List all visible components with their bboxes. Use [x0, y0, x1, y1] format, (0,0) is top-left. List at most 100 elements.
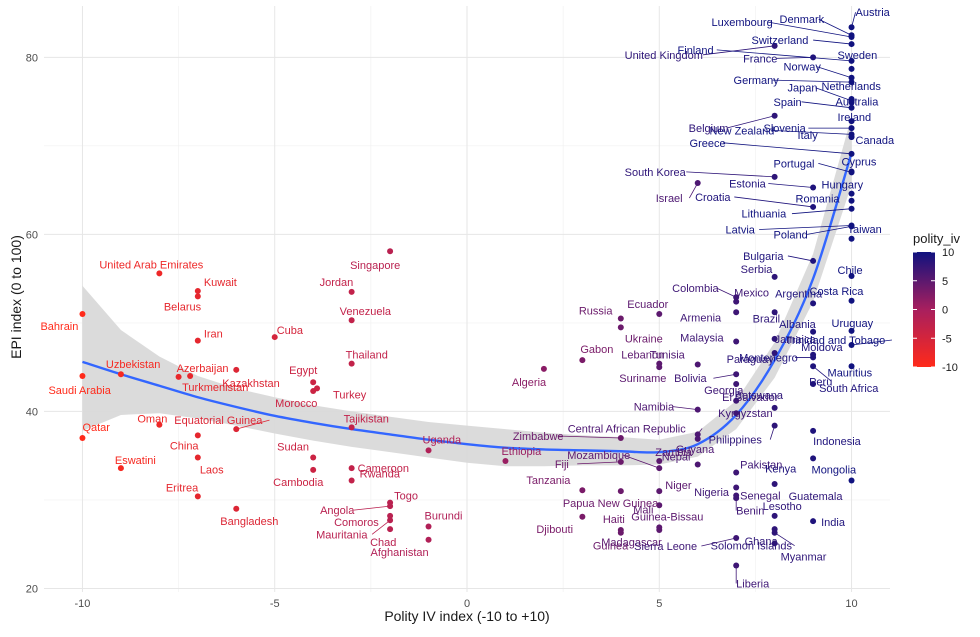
label-japan: Japan [788, 83, 818, 95]
point-senegal [733, 484, 740, 491]
label-tanzania: Tanzania [526, 475, 571, 487]
point-spain [848, 104, 855, 111]
label-ghana: Ghana [745, 536, 779, 548]
label-zimbabwe: Zimbabwe [513, 431, 564, 443]
point-madagascar [656, 527, 663, 534]
point-kazakhstan [233, 366, 240, 373]
label-portugal: Portugal [774, 158, 815, 170]
point-thailand [348, 360, 355, 367]
label-indonesia: Indonesia [813, 436, 862, 448]
legend-tick-label: -10 [942, 362, 958, 374]
label-philippines: Philippines [709, 435, 763, 447]
point-bahrain [79, 311, 86, 318]
point-ghana [771, 526, 778, 533]
label-mauritius: Mauritius [828, 367, 873, 379]
point-croatia [810, 203, 817, 210]
point-united-kingdom [771, 42, 778, 49]
label-france: France [743, 53, 777, 65]
label-russia: Russia [579, 305, 614, 317]
point-tunisia [694, 361, 701, 368]
label-tunisia: Tunisia [650, 350, 686, 362]
y-tick-label: 20 [26, 583, 38, 595]
label-belgium: Belgium [689, 123, 729, 135]
leader-line [723, 142, 852, 155]
label-kyrgyzstan: Kyrgyzstan [718, 408, 772, 420]
label-turkey: Turkey [333, 389, 367, 401]
leader-line [787, 255, 814, 262]
label-jamaica: Jamaica [775, 334, 817, 346]
point-djibouti [579, 513, 586, 520]
data-points [79, 24, 855, 569]
label-united-kingdom: United Kingdom [625, 50, 703, 62]
legend: polity_iv 10 5 0 -5 -10 [913, 231, 960, 374]
label-sierra-leone: Sierra Leone [634, 541, 697, 553]
label-laos: Laos [200, 464, 224, 476]
label-romania: Romania [796, 194, 841, 206]
label-solomon-islands: Solomon Islands [711, 541, 793, 553]
point-myanmar [771, 540, 778, 547]
leader-line [772, 79, 852, 83]
leader-line [759, 225, 852, 230]
point-afghanistan [425, 536, 432, 543]
leader-line [702, 45, 775, 56]
label-lesotho: Lesotho [763, 501, 802, 513]
label-venezuela: Venezuela [340, 306, 392, 318]
label-burundi: Burundi [425, 510, 463, 522]
label-kenya: Kenya [765, 463, 797, 475]
label-guyana: Guyana [676, 444, 715, 456]
legend-tick-label: 0 [942, 305, 948, 317]
label-albania: Albania [779, 319, 817, 331]
point-suriname [656, 364, 663, 371]
leader-line [236, 419, 270, 430]
label-argentina: Argentina [775, 288, 823, 300]
smooth-line [82, 152, 853, 454]
point-finland [848, 57, 855, 64]
leader-line [371, 519, 391, 535]
point-romania [848, 197, 855, 204]
label-afghanistan: Afghanistan [371, 547, 429, 559]
label-saudi-arabia: Saudi Arabia [48, 385, 111, 397]
leader-line [577, 461, 621, 465]
point-central-african-republic [694, 431, 701, 438]
label-guinea-bissau: Guinea-Bissau [631, 511, 703, 523]
label-poland: Poland [774, 229, 808, 241]
label-belarus: Belarus [164, 301, 202, 313]
label-egypt: Egypt [289, 365, 317, 377]
point-botswana [771, 404, 778, 411]
leader-line [727, 115, 775, 129]
point-zambia [656, 457, 663, 464]
point-mali [656, 502, 663, 509]
leader-line [716, 49, 852, 62]
point-oman [156, 421, 163, 428]
point-egypt [310, 379, 317, 386]
label-algeria: Algeria [512, 377, 547, 389]
point-peru [810, 363, 817, 370]
label-austria: Austria [856, 7, 891, 19]
point-argentina [810, 300, 817, 307]
point-rwanda [348, 477, 355, 484]
label-luxembourg: Luxembourg [712, 17, 773, 29]
y-tick-label: 60 [26, 229, 38, 241]
point-tajikistan [348, 424, 355, 431]
point-labels: Bahrain Saudi Arabia Qatar Uzbekistan Eswati… [40, 7, 895, 590]
legend-colorbar [913, 252, 935, 367]
label-papua-new-guinea: Papua New Guinea [563, 498, 659, 510]
point-venezuela [348, 317, 355, 324]
leader-line [774, 532, 795, 547]
label-croatia: Croatia [695, 192, 731, 204]
point-georgia [733, 397, 740, 404]
label-niger: Niger [665, 480, 692, 492]
label-denmark: Denmark [780, 14, 825, 26]
point-el-salvador [733, 380, 740, 387]
point-bulgaria [810, 257, 817, 264]
label-bulgaria: Bulgaria [743, 251, 784, 263]
label-brazil: Brazil [753, 313, 781, 325]
point-zimbabwe [617, 434, 624, 441]
point-iran [194, 337, 201, 344]
label-latvia: Latvia [726, 225, 756, 237]
point-sierra-leone [733, 535, 740, 542]
point-equatorial-guinea [233, 426, 240, 433]
point-liberia [733, 562, 740, 569]
label-new-zealand: New Zealand [710, 125, 775, 137]
point-comoros [387, 512, 394, 519]
